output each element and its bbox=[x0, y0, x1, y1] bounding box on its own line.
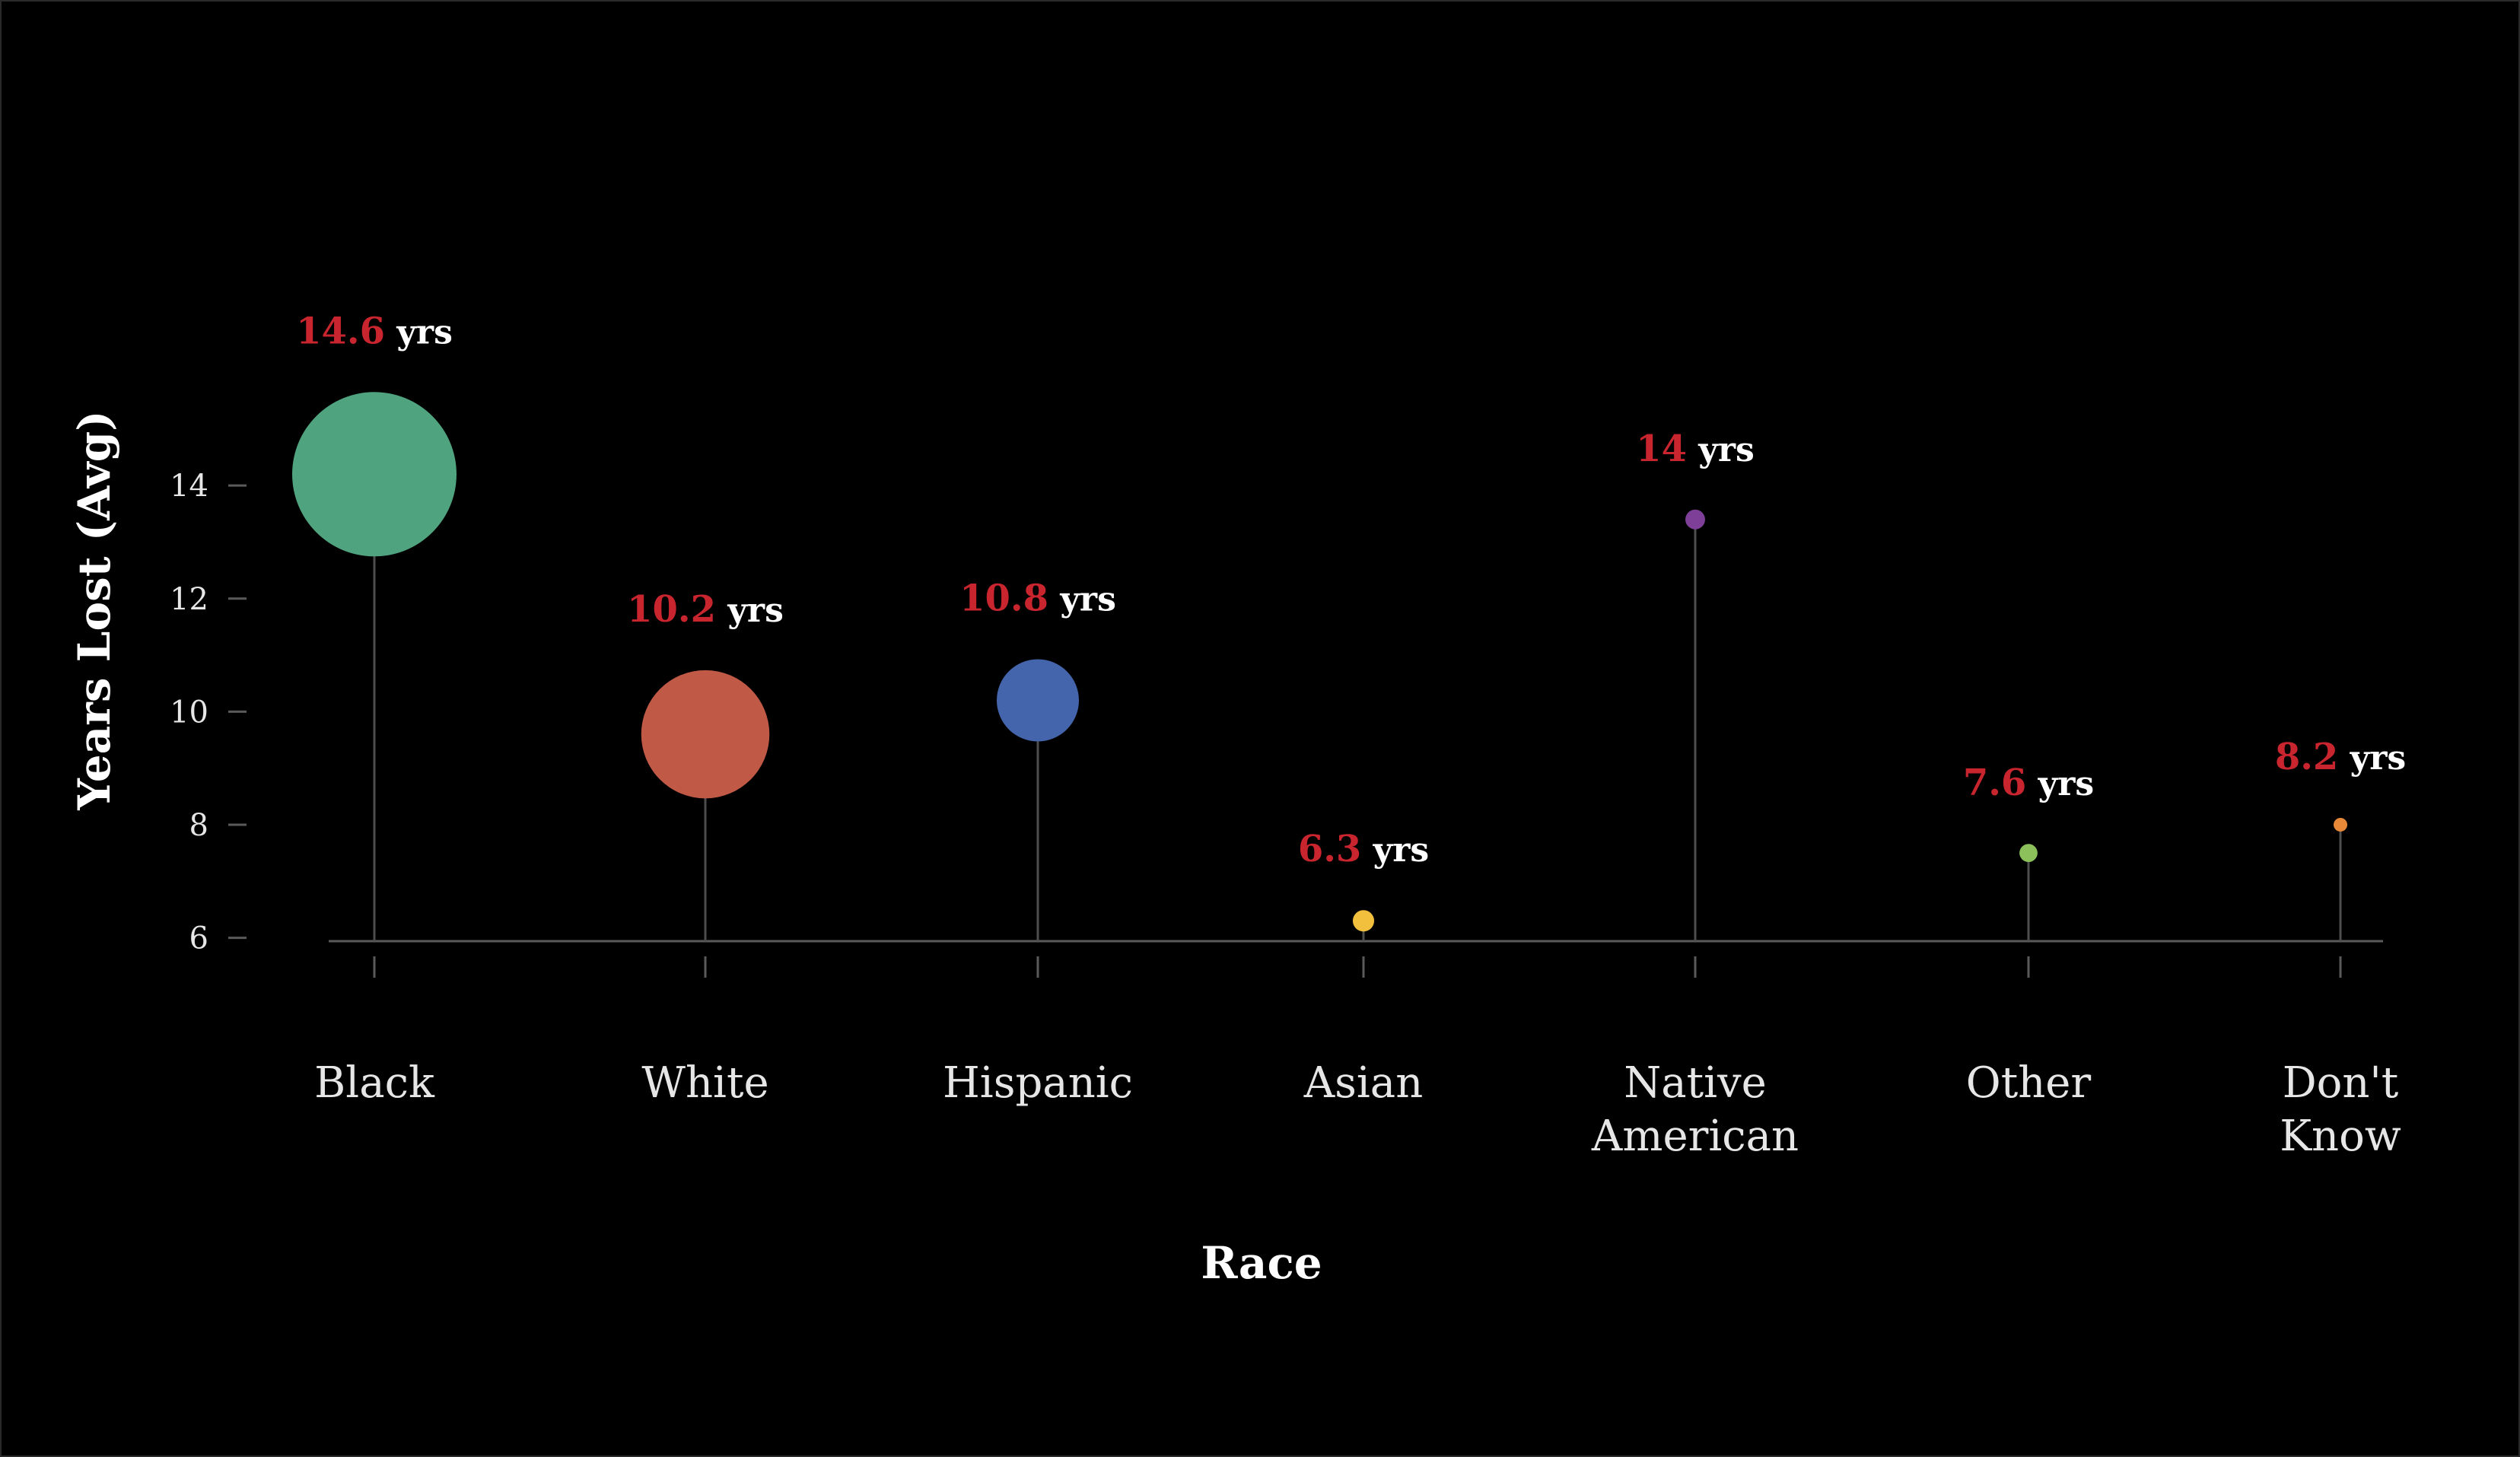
x-axis: Black White Hispanic Asian Native American Oth… bbox=[314, 940, 2401, 1161]
y-tick-label: 12 bbox=[170, 582, 208, 617]
x-tick-label-white: White bbox=[641, 1058, 768, 1108]
value-label-other: 7.6 yrs bbox=[1963, 762, 2094, 804]
value-label-native-american: 14 yrs bbox=[1636, 428, 1755, 470]
bubble-white bbox=[641, 670, 770, 799]
x-tick-label-native-american: Native American bbox=[1591, 1058, 1799, 1161]
y-tick-label: 6 bbox=[189, 921, 208, 956]
x-axis-title: Race bbox=[1201, 1237, 1322, 1289]
y-tick-label: 10 bbox=[170, 695, 208, 730]
x-tick-label-hispanic: Hispanic bbox=[943, 1058, 1133, 1108]
x-tick-label-black: Black bbox=[314, 1058, 435, 1108]
y-axis: 6 8 10 12 14 bbox=[170, 469, 247, 956]
y-tick-label: 8 bbox=[189, 808, 208, 843]
value-label-asian: 6.3 yrs bbox=[1298, 828, 1429, 870]
x-tick-label-other: Other bbox=[1966, 1058, 2092, 1108]
value-label-white: 10.2 yrs bbox=[627, 588, 784, 631]
value-label-don-t-know: 8.2 yrs bbox=[2275, 736, 2406, 778]
bubble-native-american bbox=[1685, 509, 1705, 530]
y-tick-label: 14 bbox=[170, 469, 208, 504]
x-tick-label-asian: Asian bbox=[1303, 1058, 1424, 1108]
bubble-other bbox=[2019, 844, 2038, 862]
value-label-black: 14.6 yrs bbox=[296, 310, 453, 352]
bubble-black bbox=[292, 392, 457, 557]
y-axis-title: Years Lost (Avg) bbox=[68, 410, 120, 810]
bubble-asian bbox=[1352, 910, 1375, 932]
bubble-don-t-know bbox=[2334, 817, 2347, 832]
value-label-hispanic: 10.8 yrs bbox=[959, 577, 1116, 620]
value-labels: 14.6 yrs 10.2 yrs 10.8 yrs 6.3 yrs 14 yrs 7.6… bbox=[296, 310, 2406, 870]
bubbles bbox=[292, 392, 2347, 932]
x-tick-label-don-t-know: Don't Know bbox=[2280, 1058, 2401, 1161]
bubble-hispanic bbox=[997, 659, 1079, 742]
